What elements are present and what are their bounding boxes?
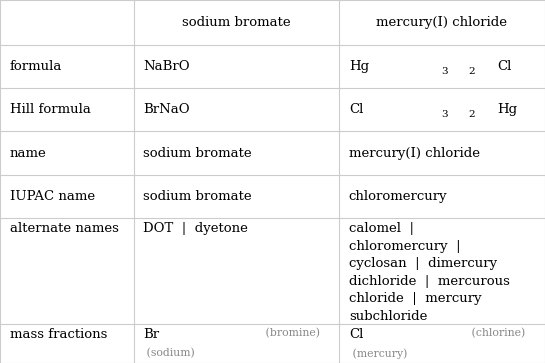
- Text: 3: 3: [441, 67, 447, 76]
- Text: name: name: [10, 147, 46, 159]
- Text: alternate names: alternate names: [10, 222, 119, 235]
- Text: Cl: Cl: [349, 328, 363, 341]
- Text: Cl: Cl: [497, 60, 511, 73]
- Text: sodium bromate: sodium bromate: [143, 190, 252, 203]
- Text: (mercury): (mercury): [349, 348, 411, 359]
- Text: calomel  |
chloromercury  |
cyclosan  |  dimercury
dichloride  |  mercurous
chlo: calomel | chloromercury | cyclosan | dim…: [349, 222, 510, 323]
- Text: (chlorine): (chlorine): [468, 328, 529, 338]
- Text: NaBrO: NaBrO: [143, 60, 190, 73]
- Text: BrNaO: BrNaO: [143, 103, 190, 116]
- Text: 2: 2: [468, 110, 475, 119]
- Text: 3: 3: [441, 110, 447, 119]
- Text: sodium bromate: sodium bromate: [182, 16, 290, 29]
- Text: mass fractions: mass fractions: [10, 328, 107, 341]
- Text: Hill formula: Hill formula: [10, 103, 90, 116]
- Text: (bromine): (bromine): [263, 328, 324, 338]
- Text: mercury(I) chloride: mercury(I) chloride: [377, 16, 507, 29]
- Text: Cl: Cl: [349, 103, 363, 116]
- Text: sodium bromate: sodium bromate: [143, 147, 252, 159]
- Text: Hg: Hg: [497, 103, 517, 116]
- Text: chloromercury: chloromercury: [349, 190, 447, 203]
- Text: IUPAC name: IUPAC name: [10, 190, 95, 203]
- Text: Br: Br: [143, 328, 160, 341]
- Text: mercury(I) chloride: mercury(I) chloride: [349, 147, 480, 159]
- Text: formula: formula: [10, 60, 62, 73]
- Text: (sodium): (sodium): [143, 348, 198, 358]
- Text: 2: 2: [468, 67, 475, 76]
- Text: DOT  |  dyetone: DOT | dyetone: [143, 222, 248, 235]
- Text: Hg: Hg: [349, 60, 369, 73]
